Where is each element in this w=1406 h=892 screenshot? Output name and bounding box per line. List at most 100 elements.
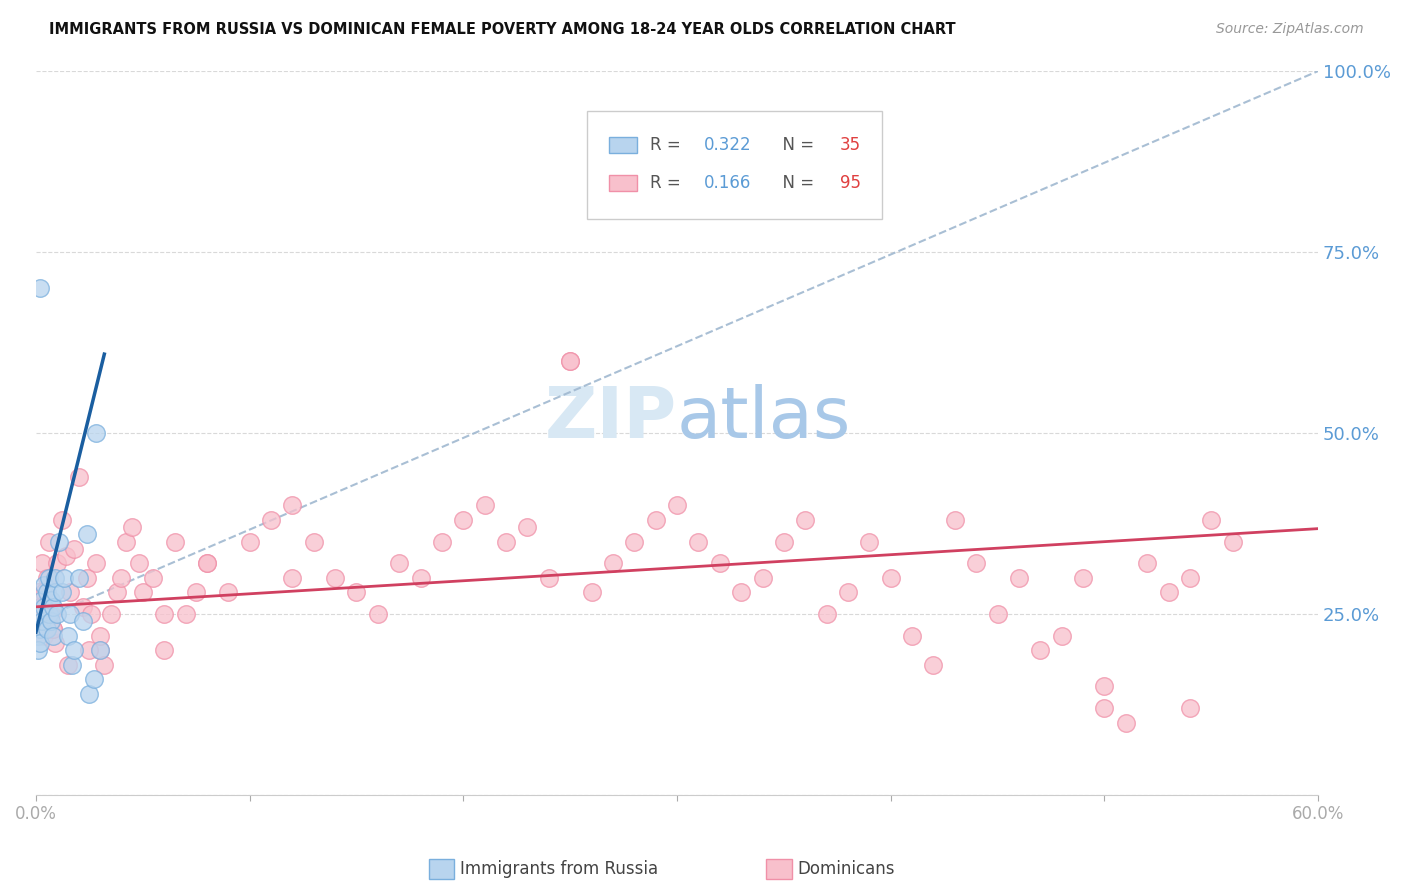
Point bbox=[39, 592, 62, 607]
Point bbox=[128, 557, 150, 571]
Point bbox=[44, 585, 66, 599]
Point bbox=[114, 534, 136, 549]
Point bbox=[38, 534, 60, 549]
Point bbox=[537, 571, 560, 585]
Point bbox=[76, 527, 98, 541]
Point bbox=[1201, 513, 1223, 527]
Point bbox=[1094, 680, 1116, 694]
Point bbox=[34, 578, 56, 592]
Point bbox=[815, 607, 838, 621]
Point bbox=[922, 657, 945, 672]
Text: Dominicans: Dominicans bbox=[797, 860, 894, 878]
Point bbox=[1178, 571, 1201, 585]
Point bbox=[163, 534, 186, 549]
Point bbox=[260, 513, 283, 527]
Point bbox=[79, 687, 101, 701]
Point bbox=[59, 585, 82, 599]
Point bbox=[153, 607, 176, 621]
Point bbox=[623, 534, 645, 549]
Point bbox=[943, 513, 966, 527]
Point bbox=[79, 643, 101, 657]
Point bbox=[186, 585, 208, 599]
Point bbox=[474, 499, 496, 513]
Point bbox=[31, 615, 53, 629]
Point bbox=[430, 534, 453, 549]
Text: Source: ZipAtlas.com: Source: ZipAtlas.com bbox=[1216, 22, 1364, 37]
Point bbox=[794, 513, 817, 527]
Text: atlas: atlas bbox=[678, 384, 852, 453]
Point bbox=[63, 541, 86, 556]
Point bbox=[42, 622, 65, 636]
Point bbox=[84, 557, 107, 571]
Point bbox=[560, 353, 582, 368]
Text: 0.166: 0.166 bbox=[704, 174, 751, 193]
FancyBboxPatch shape bbox=[609, 137, 637, 153]
Text: R =: R = bbox=[650, 174, 686, 193]
Point bbox=[174, 607, 197, 621]
Point bbox=[495, 534, 517, 549]
Point bbox=[27, 643, 49, 657]
Point bbox=[281, 499, 304, 513]
Point bbox=[35, 571, 58, 585]
Point bbox=[217, 585, 239, 599]
Text: 35: 35 bbox=[839, 136, 860, 154]
Point bbox=[27, 615, 49, 629]
Point bbox=[302, 534, 325, 549]
Point bbox=[72, 615, 94, 629]
Point bbox=[100, 607, 122, 621]
Point bbox=[346, 585, 368, 599]
Point bbox=[105, 585, 128, 599]
Point bbox=[42, 629, 65, 643]
Point bbox=[30, 599, 52, 614]
Point bbox=[30, 636, 52, 650]
Text: Immigrants from Russia: Immigrants from Russia bbox=[460, 860, 658, 878]
Point bbox=[516, 520, 538, 534]
Point bbox=[730, 585, 752, 599]
Point bbox=[1136, 557, 1159, 571]
Point bbox=[52, 571, 75, 585]
Point bbox=[153, 643, 176, 657]
Point bbox=[56, 629, 79, 643]
Point bbox=[34, 585, 56, 599]
Point bbox=[59, 607, 82, 621]
Point bbox=[688, 534, 710, 549]
Point bbox=[39, 615, 62, 629]
Point bbox=[27, 585, 49, 599]
Point bbox=[987, 607, 1010, 621]
Point bbox=[39, 607, 62, 621]
Text: IMMIGRANTS FROM RUSSIA VS DOMINICAN FEMALE POVERTY AMONG 18-24 YEAR OLDS CORRELA: IMMIGRANTS FROM RUSSIA VS DOMINICAN FEMA… bbox=[49, 22, 956, 37]
Point bbox=[560, 353, 582, 368]
Point bbox=[1071, 571, 1094, 585]
Point bbox=[110, 571, 132, 585]
Point bbox=[30, 607, 52, 621]
Point bbox=[56, 657, 79, 672]
Point bbox=[76, 571, 98, 585]
Point bbox=[30, 599, 52, 614]
Point bbox=[837, 585, 859, 599]
Point bbox=[60, 657, 83, 672]
Point bbox=[239, 534, 262, 549]
Point bbox=[89, 643, 111, 657]
Point bbox=[1029, 643, 1052, 657]
Point bbox=[453, 513, 475, 527]
Point bbox=[38, 607, 60, 621]
Point bbox=[751, 571, 773, 585]
Point bbox=[31, 557, 53, 571]
Point bbox=[709, 557, 731, 571]
Point bbox=[195, 557, 218, 571]
Point bbox=[281, 571, 304, 585]
Point bbox=[323, 571, 346, 585]
Point bbox=[1222, 534, 1244, 549]
Point bbox=[89, 629, 111, 643]
Point bbox=[142, 571, 165, 585]
FancyBboxPatch shape bbox=[588, 111, 882, 219]
Point bbox=[35, 585, 58, 599]
Point bbox=[1008, 571, 1031, 585]
Point bbox=[63, 643, 86, 657]
Point bbox=[84, 425, 107, 440]
Text: N =: N = bbox=[772, 136, 820, 154]
Point bbox=[34, 599, 56, 614]
Point bbox=[44, 636, 66, 650]
Point bbox=[27, 629, 49, 643]
Point bbox=[35, 622, 58, 636]
